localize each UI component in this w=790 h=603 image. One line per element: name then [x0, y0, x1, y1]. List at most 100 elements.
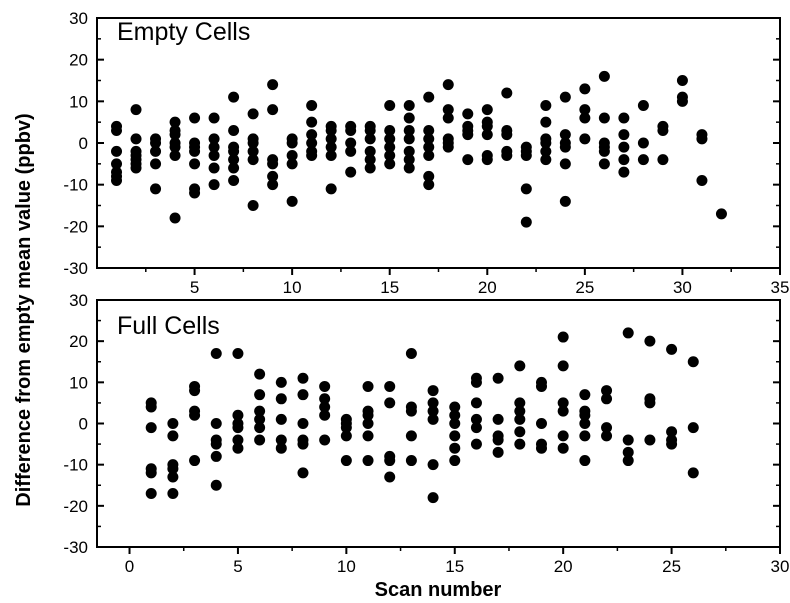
x-tick-label: 20 [554, 557, 573, 576]
data-point [362, 455, 374, 467]
data-point [520, 216, 532, 228]
data-point [403, 145, 415, 157]
data-point [579, 104, 591, 116]
data-point [275, 393, 287, 405]
data-point [189, 455, 201, 467]
data-point [715, 208, 727, 220]
data-point [340, 422, 352, 434]
data-point [462, 154, 474, 166]
data-point [325, 133, 337, 145]
data-point [247, 137, 259, 149]
x-tick-label: 30 [771, 557, 790, 576]
data-point [364, 154, 376, 166]
data-point [557, 331, 569, 343]
data-point [150, 158, 162, 170]
data-point [405, 405, 417, 417]
data-point [384, 100, 396, 111]
data-point [449, 401, 461, 413]
data-point [145, 401, 157, 413]
data-point [449, 409, 461, 421]
data-point [687, 422, 699, 434]
data-point [618, 141, 630, 153]
data-point [442, 104, 454, 116]
data-point [232, 409, 244, 421]
data-point [676, 75, 688, 86]
x-tick-label: 20 [478, 278, 497, 297]
data-point [535, 442, 547, 454]
data-point [130, 133, 142, 145]
data-point [492, 413, 504, 425]
data-point [169, 141, 181, 153]
data-point [319, 434, 331, 446]
data-point [150, 145, 162, 157]
data-point [384, 471, 396, 483]
data-point [622, 327, 634, 339]
data-point [470, 376, 482, 388]
data-point [557, 430, 569, 442]
data-point [423, 170, 435, 182]
y-tick-label: -20 [63, 497, 88, 516]
data-point [492, 434, 504, 446]
data-point [286, 195, 298, 207]
data-point [540, 154, 552, 166]
data-point [210, 479, 222, 491]
data-point [254, 389, 266, 401]
x-tick-label: 5 [190, 278, 199, 297]
data-point [111, 145, 123, 157]
data-point [228, 91, 240, 103]
data-point [442, 112, 454, 124]
data-point [189, 409, 201, 421]
data-point [189, 187, 201, 199]
data-point [267, 158, 279, 170]
data-point [601, 385, 613, 397]
data-point [449, 418, 461, 429]
data-point [637, 154, 649, 166]
x-axis-title: Scan number [375, 579, 502, 601]
data-point [145, 422, 157, 434]
data-point [325, 141, 337, 153]
data-point [598, 70, 610, 82]
data-point [514, 426, 526, 438]
data-point [514, 438, 526, 450]
data-point [687, 467, 699, 479]
y-tick-label: 10 [69, 92, 88, 111]
data-point [325, 125, 337, 136]
data-point [637, 100, 649, 111]
data-point [514, 413, 526, 425]
data-point [169, 212, 181, 224]
data-point [470, 438, 482, 450]
data-point [189, 385, 201, 397]
data-point [189, 112, 201, 124]
data-point [557, 397, 569, 409]
data-point [340, 430, 352, 442]
data-point [306, 100, 318, 111]
data-point [232, 422, 244, 434]
panel-title: Full Cells [117, 312, 220, 340]
data-point [644, 434, 656, 446]
x-tick-label: 10 [337, 557, 356, 576]
data-point [247, 154, 259, 166]
data-point [427, 405, 439, 417]
data-point [514, 397, 526, 409]
data-point [167, 430, 179, 442]
data-point [306, 129, 318, 141]
data-point [520, 150, 532, 161]
data-point [267, 170, 279, 182]
data-point [167, 418, 179, 429]
data-point [601, 430, 613, 442]
data-point [208, 179, 220, 191]
data-point [579, 430, 591, 442]
data-point [275, 413, 287, 425]
data-point [423, 133, 435, 145]
data-point [297, 438, 309, 450]
data-point [514, 405, 526, 417]
data-point [232, 442, 244, 454]
data-point [579, 389, 591, 401]
data-point [319, 401, 331, 413]
data-point [384, 150, 396, 161]
data-point [145, 487, 157, 499]
data-point [403, 100, 415, 111]
data-point [254, 434, 266, 446]
data-point [559, 91, 571, 103]
